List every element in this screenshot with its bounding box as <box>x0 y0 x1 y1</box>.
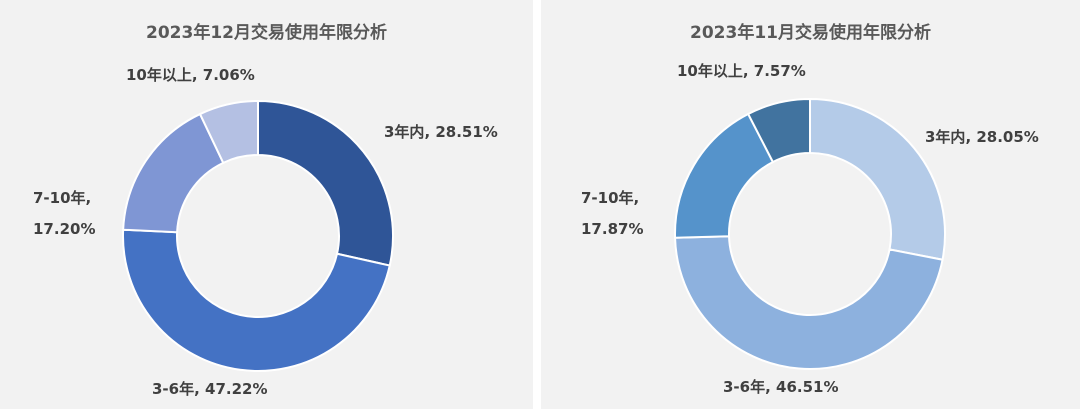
slice-label-7-10y: 7-10年, <box>33 189 91 207</box>
donut-chart-november: 10年以上, 7.57% 3年内, 28.05% 7-10年, 17.87% 3… <box>581 62 1039 396</box>
slice-within-3y <box>257 99 394 267</box>
chart-title: 2023年11月交易使用年限分析 <box>690 23 931 43</box>
slice-label-7-10y: 7-10年, <box>581 189 639 207</box>
slice-label-3-6y: 3-6年, 46.51% <box>723 378 839 396</box>
donut-chart-december: 10年以上, 7.06% 3年内, 28.51% 7-10年, 17.20% 3… <box>33 66 498 398</box>
slice-label-3-6y: 3-6年, 47.22% <box>152 380 268 398</box>
chart-panel-december: 2023年12月交易使用年限分析 10年以上, 7.06% 3年内, 28.51… <box>0 0 533 409</box>
slice-label-within-3y: 3年内, 28.05% <box>925 128 1039 146</box>
slice-10y-plus <box>746 97 811 164</box>
slice-3-6y <box>674 235 944 370</box>
slice-3-6y <box>122 228 391 372</box>
chart-panel-november: 2023年11月交易使用年限分析 10年以上, 7.57% 3年内, 28.05… <box>541 0 1080 409</box>
slice-label-within-3y: 3年内, 28.51% <box>384 123 498 141</box>
slice-value-7-10y: 17.20% <box>33 220 95 238</box>
slice-label-10y-plus: 10年以上, 7.06% <box>126 66 255 84</box>
slice-within-3y <box>809 97 946 261</box>
chart-title: 2023年12月交易使用年限分析 <box>146 23 387 43</box>
slice-10y-plus <box>198 99 259 165</box>
slice-value-7-10y: 17.87% <box>581 220 643 238</box>
slice-label-10y-plus: 10年以上, 7.57% <box>677 62 806 80</box>
